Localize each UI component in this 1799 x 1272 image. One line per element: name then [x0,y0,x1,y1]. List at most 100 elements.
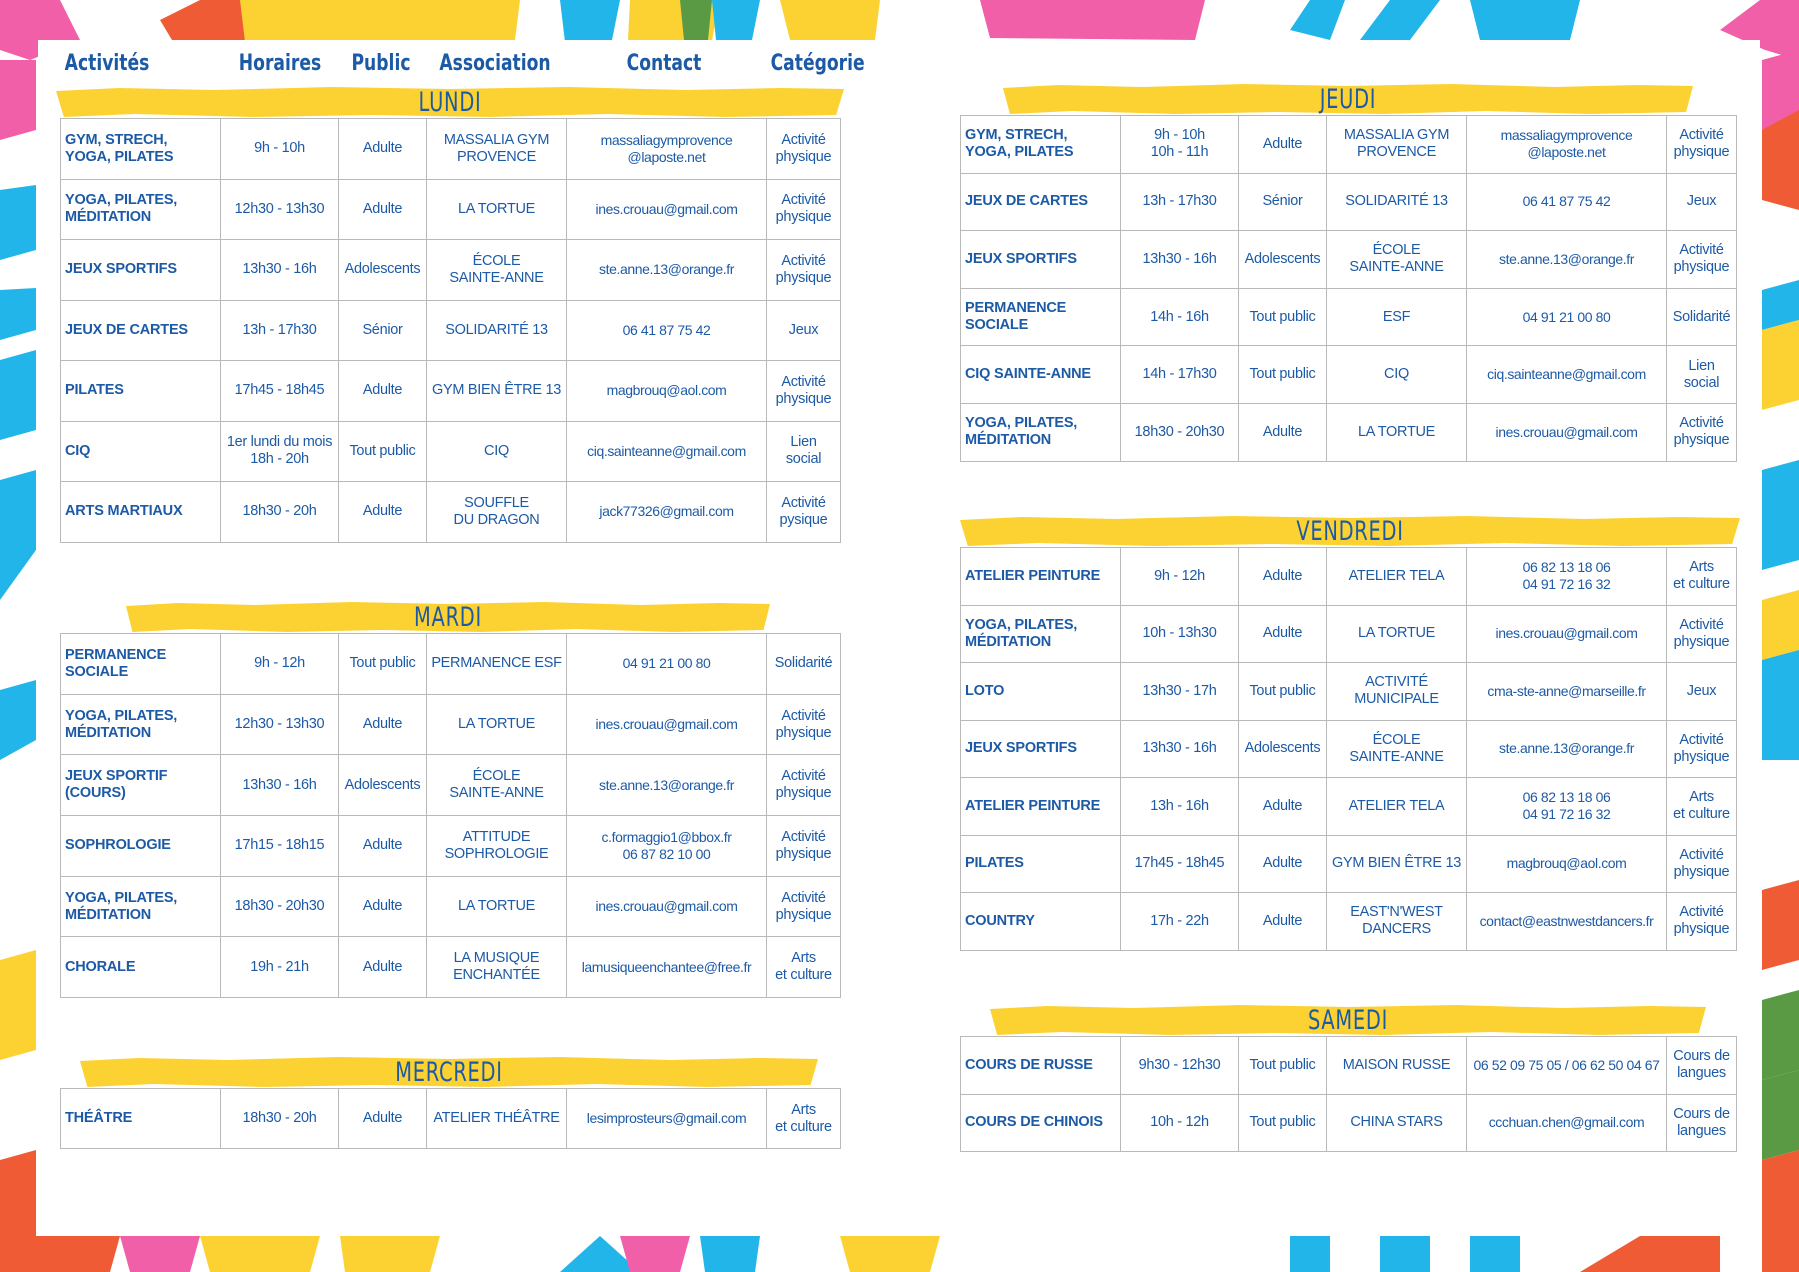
cell-public: Adulte [1238,604,1327,663]
cell-public: Adulte [338,693,427,756]
header-public: Public [351,51,411,76]
cell-association: GYM BIEN ÊTRE 13 [426,360,567,422]
cell-categorie: Activité physique [766,360,841,422]
cell-horaire: 12h30 - 13h30 [220,693,339,756]
cell-categorie: Activité physique [766,118,841,180]
cell-public: Adulte [338,875,427,938]
cell-public: Adolescents [338,239,427,301]
cell-horaire: 9h - 10h 10h - 11h [1120,115,1239,174]
table-row: JEUX SPORTIFS 13h30 - 16h Adolescents ÉCOLE… [60,239,841,301]
cell-association: MASSALIA GYM PROVENCE [426,118,567,180]
cell-association: PERMANENCE ESF [426,633,567,695]
cell-association: CIQ [426,420,567,482]
cell-activite: THÉÂTRE [60,1088,221,1149]
cell-categorie: Activité physique [1666,719,1737,778]
cell-contact: ines.crouau@gmail.com [566,693,767,756]
cell-activite: CHORALE [60,936,221,999]
cell-public: Tout public [1238,1093,1327,1152]
cell-contact: ste.anne.13@orange.fr [1466,230,1667,289]
cell-contact: magbrouq@aol.com [566,360,767,422]
table-row: JEUX DE CARTES 13h - 17h30 Sénior SOLIDARIT… [60,299,841,361]
cell-public: Adulte [338,1088,427,1149]
cell-horaire: 13h - 17h30 [220,299,339,361]
cell-contact: 06 41 87 75 42 [1466,172,1667,232]
cell-public: Adolescents [1238,230,1327,289]
cell-horaire: 12h30 - 13h30 [220,178,339,240]
cell-association: ÉCOLE SAINTE-ANNE [1326,230,1467,289]
table-row: COURS DE RUSSE 9h30 - 12h30 Tout public MAI… [960,1036,1737,1095]
day-title: JEUDI [1319,84,1377,115]
cell-activite: GYM, STRECH, YOGA, PILATES [60,118,221,180]
cell-association: SOUFFLE DU DRAGON [426,481,567,543]
cell-activite: PILATES [960,834,1121,893]
cell-public: Adulte [1238,892,1327,951]
cell-public: Adulte [338,481,427,543]
schedule-table-jeudi: GYM, STRECH, YOGA, PILATES 9h - 10h 10h -… [960,115,1737,462]
cell-activite: COURS DE CHINOIS [960,1093,1121,1152]
cell-horaire: 17h45 - 18h45 [1120,834,1239,893]
cell-categorie: Arts et culture [766,1088,841,1149]
cell-contact: lamusiqueenchantee@free.fr [566,936,767,999]
table-row: JEUX DE CARTES 13h - 17h30 Sénior SOLIDARIT… [960,172,1737,232]
cell-contact: massaliagymprovence @laposte.net [566,118,767,180]
cell-association: ACTIVITÉ MUNICIPALE [1326,662,1467,721]
cell-categorie: Lien social [1666,345,1737,404]
cell-contact: ste.anne.13@orange.fr [566,239,767,301]
cell-categorie: Activité physique [766,875,841,938]
cell-contact: 06 82 13 18 06 04 91 72 16 32 [1466,777,1667,836]
cell-contact: 04 91 21 00 80 [566,633,767,695]
cell-categorie: Solidarité [1666,287,1737,347]
cell-categorie: Activité physique [1666,402,1737,462]
cell-association: EAST'N'WEST DANCERS [1326,892,1467,951]
cell-horaire: 13h30 - 17h [1120,662,1239,721]
cell-horaire: 14h - 16h [1120,287,1239,347]
cell-contact: 06 41 87 75 42 [566,299,767,361]
cell-activite: JEUX SPORTIFS [960,230,1121,289]
cell-activite: PERMANENCE SOCIALE [60,633,221,695]
band-strip [80,1057,818,1087]
cell-association: GYM BIEN ÊTRE 13 [1326,834,1467,893]
cell-public: Tout public [1238,287,1327,347]
cell-categorie: Activité physique [766,178,841,240]
table-row: CHORALE 19h - 21h Adulte LA MUSIQUE ENCHANT… [60,936,841,999]
cell-categorie: Cours de langues [1666,1036,1737,1095]
cell-public: Adolescents [1238,719,1327,778]
cell-categorie: Activité physique [766,693,841,756]
cell-public: Tout public [1238,662,1327,721]
cell-contact: lesimprosteurs@gmail.com [566,1088,767,1149]
cell-association: CIQ [1326,345,1467,404]
day-title: SAMEDI [1307,1005,1389,1036]
cell-association: LA TORTUE [1326,604,1467,663]
table-row: YOGA, PILATES, MÉDITATION 12h30 - 13h30 Ad… [60,178,841,240]
cell-association: LA TORTUE [426,693,567,756]
cell-horaire: 9h - 10h [220,118,339,180]
table-row: JEUX SPORTIFS 13h30 - 16h Adolescents ÉCOLE… [960,230,1737,289]
table-row: YOGA, PILATES, MÉDITATION 12h30 - 13h30 Ad… [60,693,841,756]
schedule-table-vendredi: ATELIER PEINTURE 9h - 12h Adulte ATELIER TE… [960,547,1737,951]
cell-activite: PILATES [60,360,221,422]
cell-horaire: 13h - 17h30 [1120,172,1239,232]
day-title: MARDI [414,602,482,633]
cell-categorie: Lien social [766,420,841,482]
day-band-vendredi: VENDREDI [960,516,1740,547]
cell-association: ATELIER TELA [1326,547,1467,606]
table-row: YOGA, PILATES, MÉDITATION 18h30 - 20h30 Ad… [960,402,1737,462]
cell-association: SOLIDARITÉ 13 [1326,172,1467,232]
table-row: CIQ 1er lundi du mois 18h - 20h Tout publi… [60,420,841,482]
cell-categorie: Activité physique [1666,230,1737,289]
cell-activite: ARTS MARTIAUX [60,481,221,543]
cell-horaire: 9h - 12h [220,633,339,695]
band-strip [126,602,770,632]
schedule-table-lundi: GYM, STRECH, YOGA, PILATES 9h - 10h Adulte… [60,118,841,543]
cell-association: LA TORTUE [1326,402,1467,462]
cell-public: Adulte [1238,834,1327,893]
cell-activite: CIQ SAINTE-ANNE [960,345,1121,404]
cell-contact: ccchuan.chen@gmail.com [1466,1093,1667,1152]
cell-categorie: Jeux [1666,172,1737,232]
cell-categorie: Activité physique [1666,115,1737,174]
cell-contact: 04 91 21 00 80 [1466,287,1667,347]
cell-contact: 06 82 13 18 06 04 91 72 16 32 [1466,547,1667,606]
table-row: PERMANENCE SOCIALE 9h - 12h Tout public PER… [60,633,841,695]
cell-association: LA TORTUE [426,178,567,240]
cell-contact: jack77326@gmail.com [566,481,767,543]
